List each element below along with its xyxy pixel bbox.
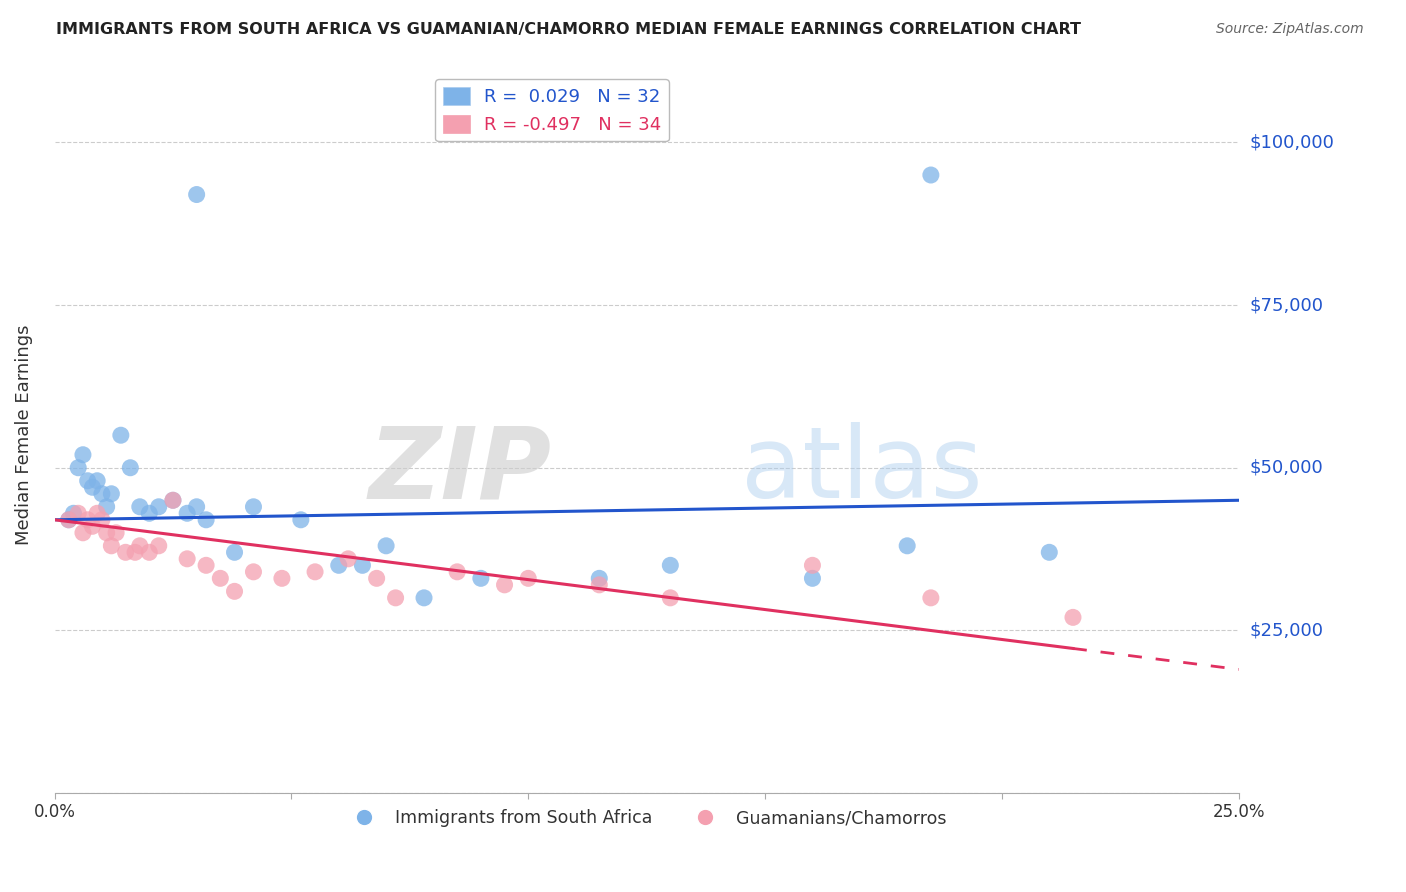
Point <box>352 558 374 573</box>
Point <box>82 480 104 494</box>
Point <box>186 500 208 514</box>
Point <box>114 545 136 559</box>
Point <box>1038 545 1060 559</box>
Text: $75,000: $75,000 <box>1250 296 1324 314</box>
Point <box>588 571 610 585</box>
Point <box>186 187 208 202</box>
Point <box>72 448 94 462</box>
Point <box>801 558 824 573</box>
Point <box>242 500 264 514</box>
Point <box>162 493 184 508</box>
Text: atlas: atlas <box>741 423 983 519</box>
Point <box>120 460 142 475</box>
Point <box>138 506 160 520</box>
Point <box>384 591 406 605</box>
Point <box>58 513 80 527</box>
Point <box>659 591 682 605</box>
Point <box>446 565 468 579</box>
Point <box>138 545 160 559</box>
Point <box>413 591 436 605</box>
Point <box>62 506 84 520</box>
Point <box>337 551 360 566</box>
Point <box>76 474 98 488</box>
Point <box>375 539 398 553</box>
Point <box>176 551 198 566</box>
Point <box>100 539 122 553</box>
Y-axis label: Median Female Earnings: Median Female Earnings <box>15 325 32 546</box>
Text: $50,000: $50,000 <box>1250 458 1323 476</box>
Point <box>58 513 80 527</box>
Point <box>67 506 90 520</box>
Point <box>366 571 388 585</box>
Point <box>195 558 218 573</box>
Point <box>494 578 516 592</box>
Point <box>176 506 198 520</box>
Point <box>304 565 326 579</box>
Point <box>67 460 90 475</box>
Point <box>801 571 824 585</box>
Point <box>290 513 312 527</box>
Point <box>90 513 112 527</box>
Point <box>224 584 246 599</box>
Point <box>242 565 264 579</box>
Point <box>86 506 108 520</box>
Point <box>328 558 350 573</box>
Point <box>96 525 118 540</box>
Point <box>110 428 132 442</box>
Point <box>920 168 942 182</box>
Point <box>72 525 94 540</box>
Point <box>195 513 218 527</box>
Point <box>224 545 246 559</box>
Point <box>517 571 540 585</box>
Legend: Immigrants from South Africa, Guamanians/Chamorros: Immigrants from South Africa, Guamanians… <box>340 803 953 834</box>
Point <box>588 578 610 592</box>
Text: $25,000: $25,000 <box>1250 622 1324 640</box>
Point <box>920 591 942 605</box>
Point <box>128 539 150 553</box>
Point <box>124 545 146 559</box>
Point <box>209 571 232 585</box>
Point <box>162 493 184 508</box>
Point <box>105 525 128 540</box>
Point <box>896 539 918 553</box>
Point <box>90 487 112 501</box>
Point <box>128 500 150 514</box>
Point <box>1062 610 1084 624</box>
Point <box>148 539 170 553</box>
Point <box>86 474 108 488</box>
Text: ZIP: ZIP <box>368 423 553 519</box>
Point <box>82 519 104 533</box>
Point <box>100 487 122 501</box>
Point <box>470 571 492 585</box>
Point <box>659 558 682 573</box>
Point <box>271 571 294 585</box>
Point <box>148 500 170 514</box>
Point <box>96 500 118 514</box>
Text: IMMIGRANTS FROM SOUTH AFRICA VS GUAMANIAN/CHAMORRO MEDIAN FEMALE EARNINGS CORREL: IMMIGRANTS FROM SOUTH AFRICA VS GUAMANIA… <box>56 22 1081 37</box>
Point <box>76 513 98 527</box>
Text: $100,000: $100,000 <box>1250 134 1334 152</box>
Text: Source: ZipAtlas.com: Source: ZipAtlas.com <box>1216 22 1364 37</box>
